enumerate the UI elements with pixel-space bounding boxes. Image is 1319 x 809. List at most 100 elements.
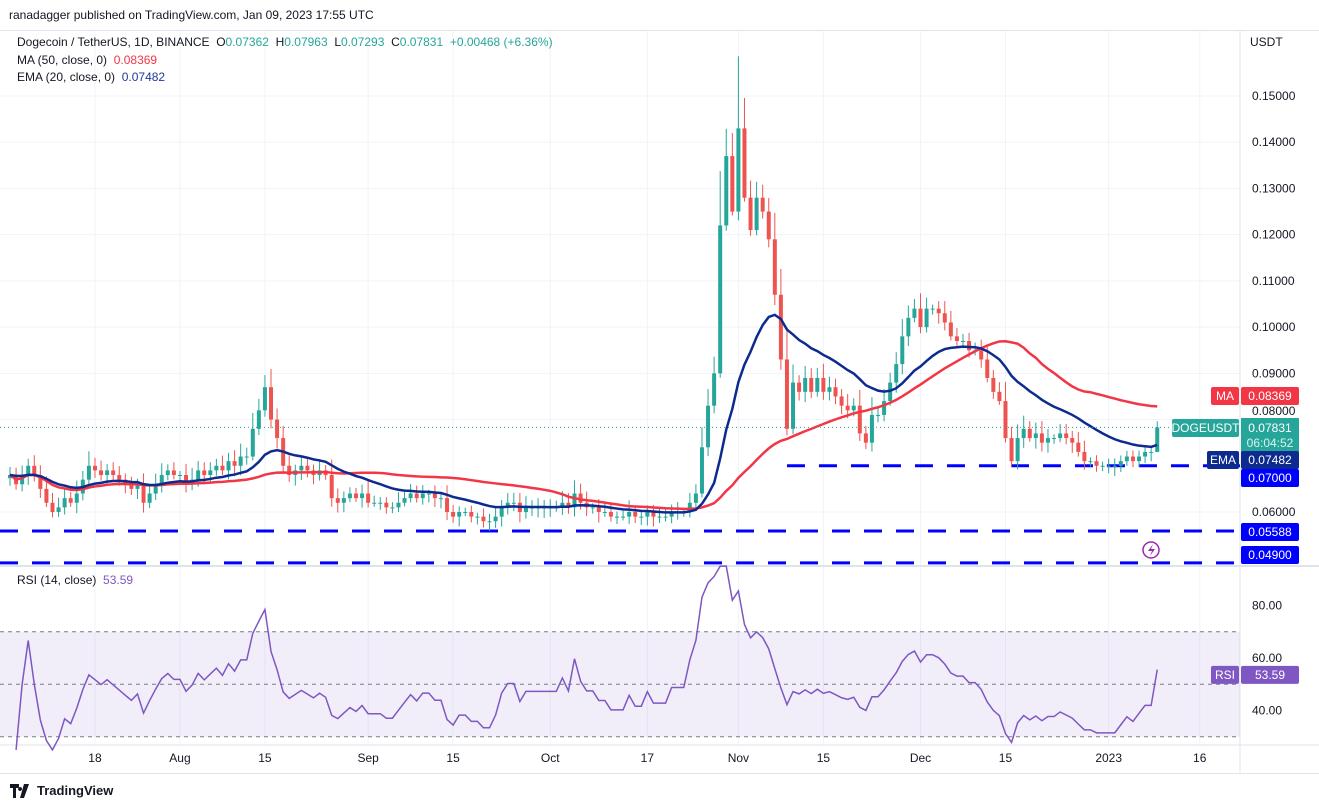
candle-body	[141, 484, 146, 503]
open-value: 0.07362	[225, 35, 269, 49]
ema-tag-bg	[1207, 451, 1239, 469]
tradingview-logo[interactable]: TradingView	[10, 783, 113, 798]
time-tick-label: 17	[641, 751, 655, 765]
candle-body	[851, 405, 856, 411]
low-value: 0.07293	[341, 35, 385, 49]
candle-body	[699, 447, 704, 494]
candle-body	[244, 456, 249, 458]
candle-body	[426, 493, 431, 495]
ema20-line	[9, 313, 1158, 514]
candle-body	[766, 211, 771, 240]
time-tick-label: 15	[258, 751, 272, 765]
candle-body	[499, 507, 504, 517]
level-price-tag: 0.07000	[1248, 471, 1292, 485]
time-tick-label: Nov	[728, 751, 749, 765]
legend-rsi[interactable]: RSI (14, close) 53.59	[17, 573, 133, 587]
candle-body	[171, 470, 176, 476]
legend-ema[interactable]: EMA (20, close, 0) 0.07482	[17, 70, 165, 84]
candle-body	[457, 512, 462, 517]
ema-value: 0.07482	[121, 70, 166, 84]
candle-body	[226, 461, 231, 471]
candle-body	[335, 498, 340, 503]
candle-body	[809, 377, 814, 392]
candle-body	[857, 405, 862, 434]
time-tick-label: 15	[446, 751, 460, 765]
candle-body	[602, 512, 607, 513]
candle-body	[135, 484, 140, 489]
ma-tag-bg	[1211, 387, 1239, 405]
rsi-value-tag-bg	[1241, 665, 1299, 684]
candle-body	[1149, 451, 1154, 453]
candle-body	[706, 405, 711, 448]
candle-body	[936, 308, 941, 314]
close-label: C	[391, 35, 400, 49]
candle-body	[590, 507, 595, 509]
rsi-value-tag: 53.59	[1255, 668, 1285, 682]
candle-body	[827, 387, 832, 392]
price-tick-label: 0.08000	[1252, 404, 1296, 418]
candle-body	[1027, 428, 1032, 439]
legend-ma[interactable]: MA (50, close, 0) 0.08369	[17, 53, 157, 67]
price-tick-label: 0.09000	[1252, 366, 1296, 380]
candle-body	[269, 387, 274, 420]
time-tick-label: Sep	[357, 751, 379, 765]
candle-body	[997, 391, 1002, 402]
time-tick-label: 2023	[1095, 751, 1122, 765]
candle-body	[384, 502, 389, 508]
candle-body	[803, 377, 808, 392]
last-price-tag-bg	[1241, 418, 1299, 452]
candle-body	[232, 461, 237, 466]
rsi-tick-label: 60.00	[1252, 651, 1282, 665]
price-tick-label: 0.11000	[1252, 274, 1295, 288]
candle-body	[712, 373, 717, 406]
candle-body	[930, 308, 935, 310]
candle-body	[305, 465, 310, 471]
candle-body	[38, 475, 43, 489]
candle-body	[372, 502, 377, 504]
time-tick-label: Oct	[541, 751, 560, 765]
candle-body	[948, 322, 953, 337]
lightning-icon[interactable]	[1142, 541, 1160, 559]
candle-body	[408, 493, 413, 499]
price-tick-label: 0.14000	[1252, 135, 1296, 149]
candle-body	[784, 359, 789, 429]
candle-body	[1124, 456, 1129, 462]
chart-frame[interactable]	[0, 30, 1319, 774]
candle-body	[32, 465, 37, 476]
price-tick-label: 0.06000	[1252, 505, 1296, 519]
candle-body	[129, 484, 134, 489]
ma50-line	[9, 340, 1158, 511]
candle-body	[329, 475, 334, 499]
candle-body	[900, 336, 905, 365]
candle-body	[906, 317, 911, 337]
candle-body	[1143, 451, 1148, 457]
candle-body	[863, 433, 868, 443]
candle-body	[869, 414, 874, 443]
candle-body	[1021, 428, 1026, 439]
candle-body	[778, 294, 783, 360]
candle-body	[797, 382, 802, 392]
candle-body	[1118, 461, 1123, 466]
candle-body	[250, 428, 255, 457]
candle-body	[621, 516, 626, 518]
level-price-tag-bg	[1241, 469, 1299, 487]
candle-body	[177, 475, 182, 477]
candle-body	[20, 475, 25, 485]
open-label: O	[216, 35, 226, 49]
candle-body	[438, 498, 443, 500]
candle-body	[220, 465, 225, 471]
candle-body	[730, 156, 735, 212]
candle-body	[202, 470, 207, 476]
candle-body	[991, 377, 996, 392]
candle-body	[523, 507, 528, 512]
candle-body	[1070, 438, 1075, 443]
publisher-line: ranadagger published on TradingView.com,…	[9, 8, 374, 22]
level-price-tag-bg	[1241, 523, 1299, 541]
ma-value: 0.08369	[113, 53, 158, 67]
level-price-tag-bg	[1241, 546, 1299, 564]
rsi-tag: RSI	[1215, 668, 1235, 682]
rsi-value: 53.59	[103, 573, 134, 587]
candle-body	[627, 512, 632, 517]
ema-label: EMA (20, close, 0)	[17, 70, 116, 84]
